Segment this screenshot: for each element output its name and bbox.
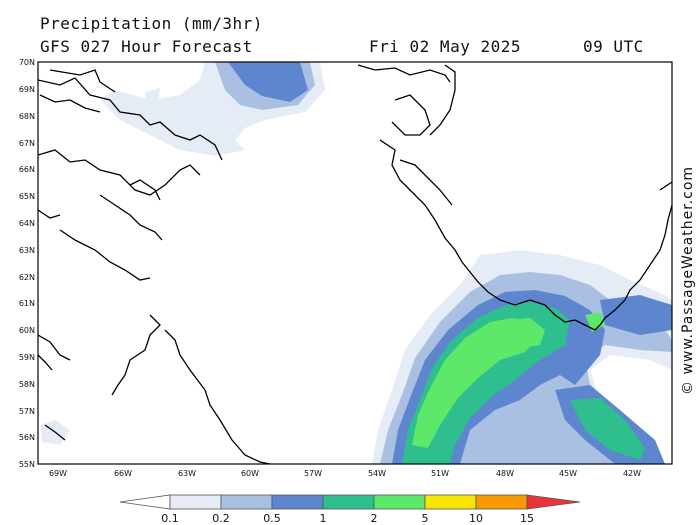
precip-field [40, 62, 672, 464]
lat-label: 66N [19, 165, 35, 174]
lat-label: 58N [19, 380, 35, 389]
legend-tick: 2 [371, 512, 378, 525]
legend-tick: 0.5 [263, 512, 281, 525]
lon-label: 66W [114, 469, 132, 478]
lon-label: 69W [49, 469, 67, 478]
lat-label: 63N [19, 246, 35, 255]
longitude-labels: 69W 66W 63W 60W 57W 54W 51W 48W 45W 42W [49, 469, 641, 478]
lon-label: 57W [304, 469, 322, 478]
legend-swatch [322, 494, 375, 510]
lat-label: 60N [19, 326, 35, 335]
lat-label: 65N [19, 192, 35, 201]
model-run: GFS 027 Hour Forecast [40, 37, 253, 56]
lat-label: 64N [19, 219, 35, 228]
legend-tick: 5 [422, 512, 429, 525]
legend-tick: 1 [320, 512, 327, 525]
lat-label: 61N [19, 299, 35, 308]
legend-tick: 0.1 [161, 512, 179, 525]
lon-label: 54W [368, 469, 386, 478]
latitude-labels: 70N 69N 68N 67N 66N 65N 64N 63N 62N 61N … [19, 58, 35, 469]
lat-label: 55N [19, 460, 35, 469]
legend-swatch [271, 494, 324, 510]
legend-tick: 0.2 [212, 512, 230, 525]
lon-label: 42W [623, 469, 641, 478]
legend-tick: 15 [520, 512, 534, 525]
legend-arrow-high [526, 494, 581, 510]
lon-label: 51W [431, 469, 449, 478]
lat-label: 57N [19, 407, 35, 416]
legend-swatch [424, 494, 477, 510]
precip-legend [119, 494, 581, 510]
lat-label: 67N [19, 139, 35, 148]
lat-label: 56N [19, 433, 35, 442]
lat-label: 62N [19, 273, 35, 282]
lat-label: 68N [19, 112, 35, 121]
lon-label: 48W [496, 469, 514, 478]
legend-ticks: 0.1 0.2 0.5 1 2 5 10 15 [161, 512, 534, 525]
legend-arrow-low [119, 494, 171, 510]
forecast-time: 09 UTC [583, 37, 644, 56]
legend-swatch [373, 494, 426, 510]
lat-label: 59N [19, 353, 35, 362]
forecast-date: Fri 02 May 2025 [369, 37, 521, 56]
chart-title: Precipitation (mm/3hr) [40, 14, 263, 33]
lon-label: 45W [559, 469, 577, 478]
lat-label: 70N [19, 58, 35, 67]
legend-swatch [169, 494, 222, 510]
legend-tick: 10 [469, 512, 483, 525]
map-panel [37, 61, 673, 465]
lon-label: 60W [241, 469, 259, 478]
legend-swatch [220, 494, 273, 510]
legend-swatch [475, 494, 528, 510]
site-credit: © www.PassageWeather.com [680, 165, 696, 395]
coastlines [38, 64, 672, 464]
lat-label: 69N [19, 85, 35, 94]
lon-label: 63W [178, 469, 196, 478]
